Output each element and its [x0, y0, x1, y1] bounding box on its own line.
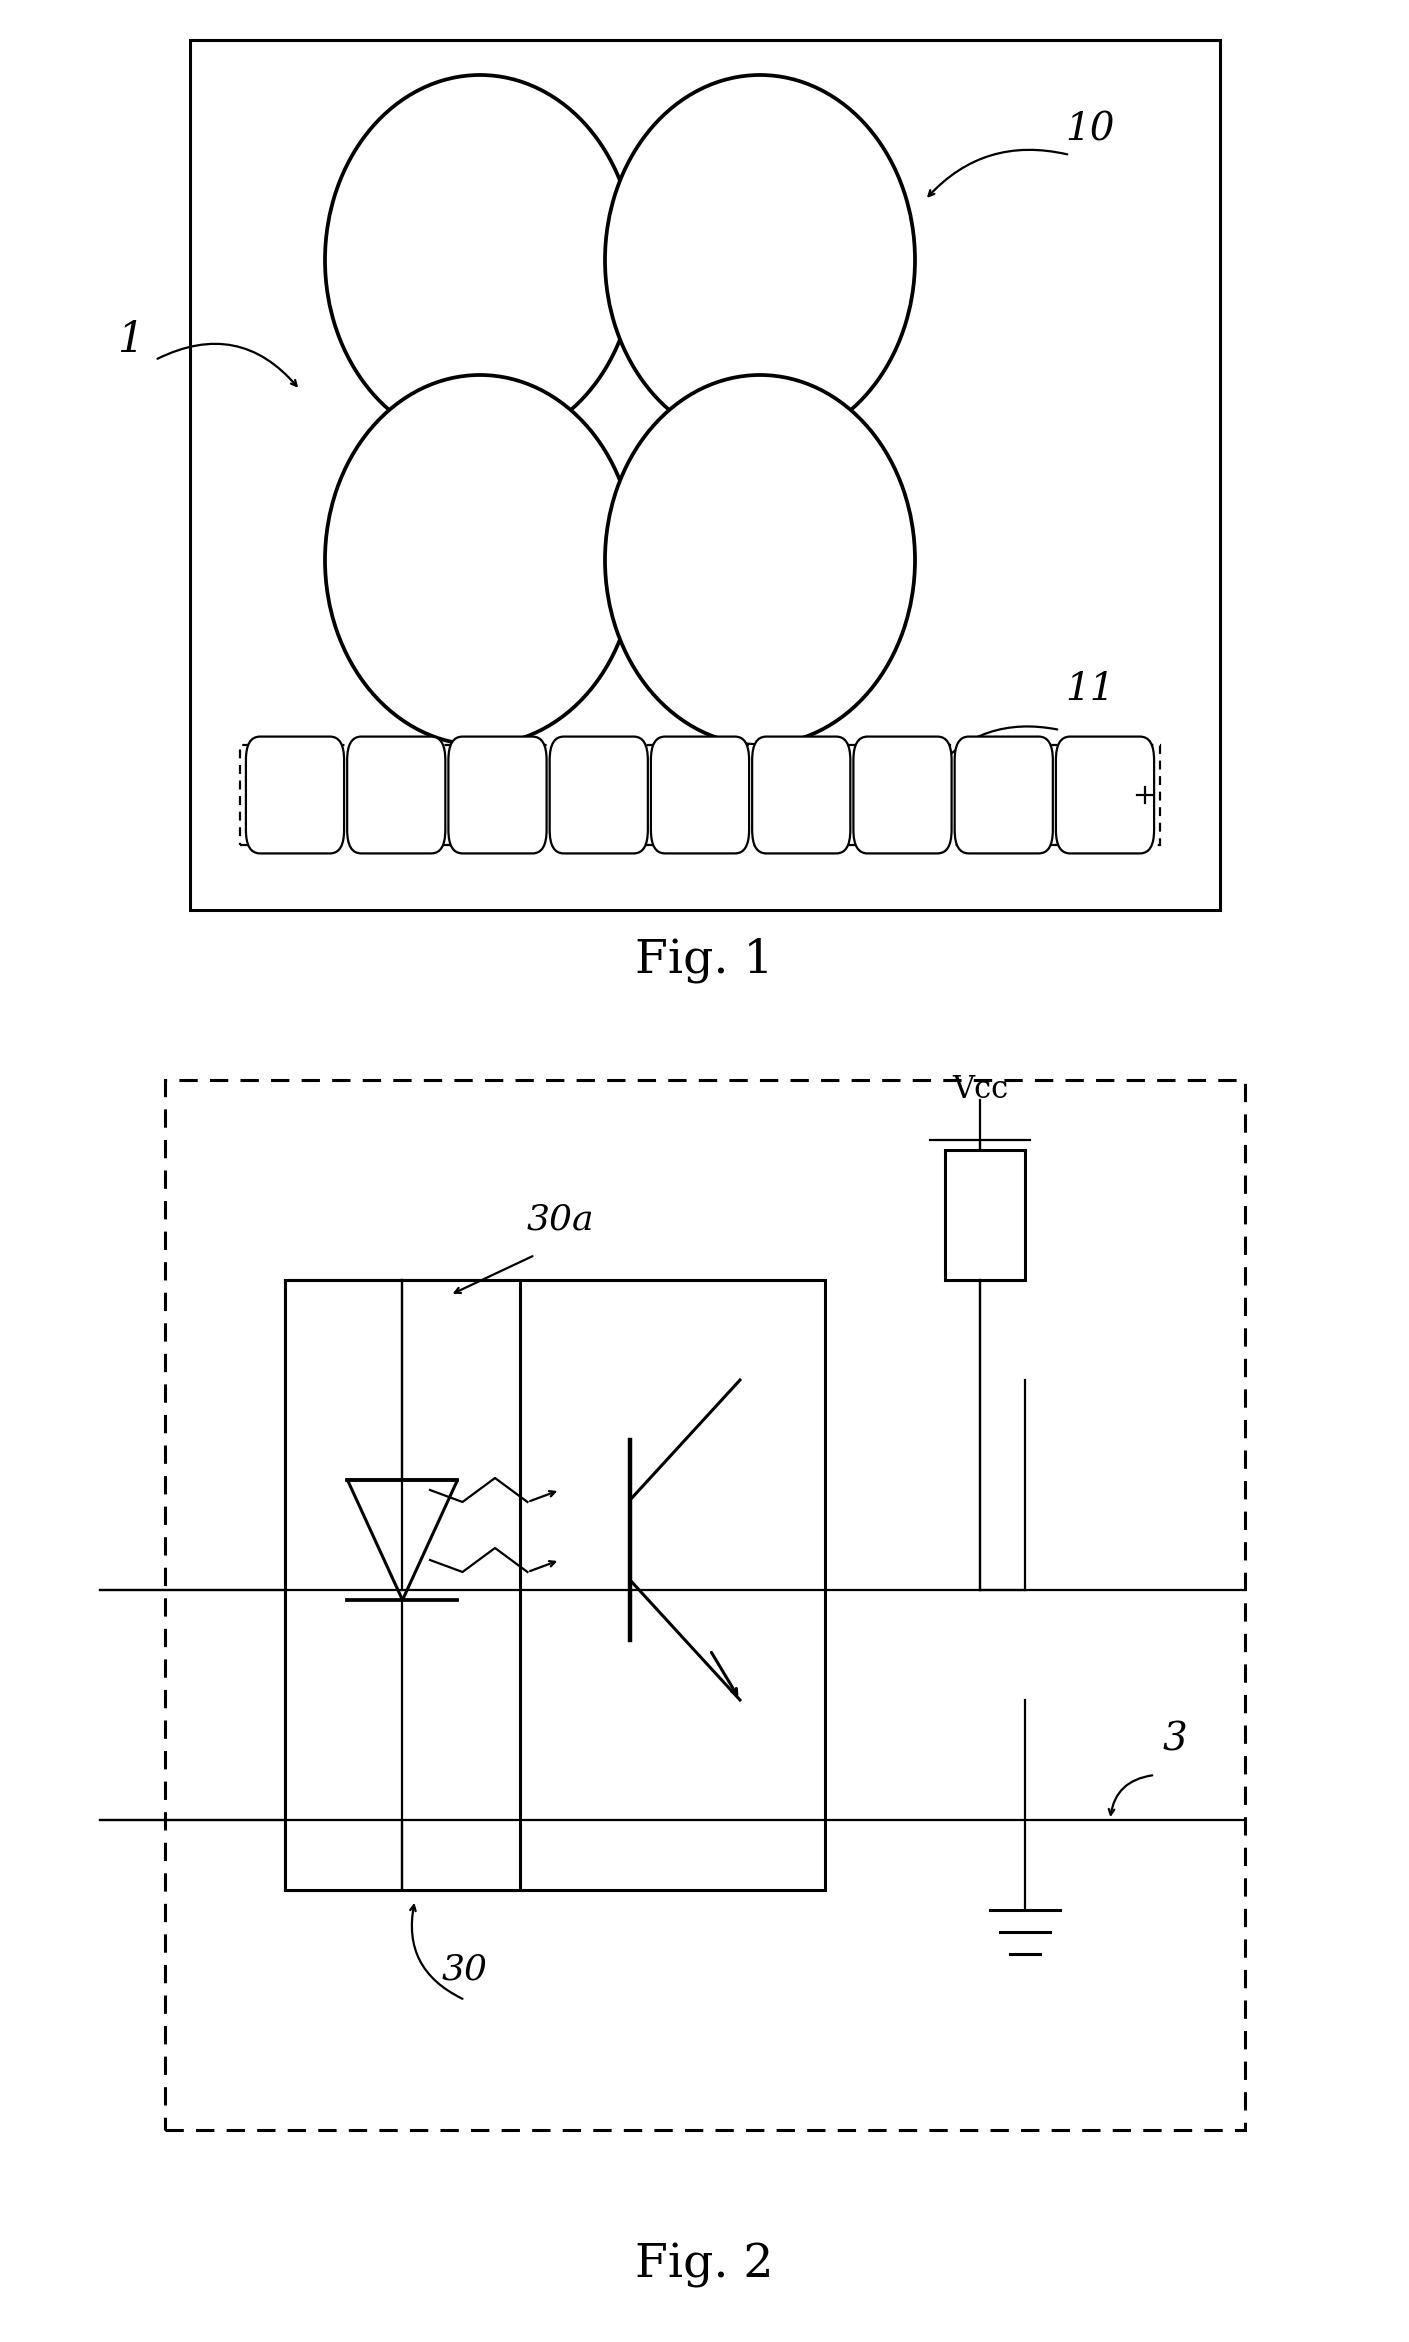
Text: 30a: 30a — [526, 1204, 593, 1237]
Ellipse shape — [325, 75, 635, 445]
FancyBboxPatch shape — [1055, 738, 1154, 852]
Text: 11: 11 — [1065, 672, 1115, 710]
FancyBboxPatch shape — [752, 738, 851, 852]
Text: Fig. 1: Fig. 1 — [634, 937, 774, 984]
Ellipse shape — [325, 375, 635, 745]
Bar — [285, 1281, 520, 1890]
Bar — [190, 40, 1220, 911]
Ellipse shape — [604, 375, 914, 745]
Text: 3: 3 — [1162, 1721, 1188, 1759]
Bar — [285, 1281, 826, 1890]
FancyBboxPatch shape — [651, 738, 750, 852]
Text: 30: 30 — [442, 1953, 488, 1986]
FancyBboxPatch shape — [955, 738, 1053, 852]
Bar — [945, 1150, 1024, 1281]
Text: Fig. 2: Fig. 2 — [634, 2241, 774, 2288]
Bar — [240, 745, 1160, 845]
Text: 1: 1 — [117, 319, 144, 361]
Text: 10: 10 — [1065, 112, 1115, 148]
FancyBboxPatch shape — [550, 738, 648, 852]
FancyBboxPatch shape — [448, 738, 547, 852]
FancyBboxPatch shape — [247, 738, 344, 852]
Text: Vcc: Vcc — [952, 1075, 1007, 1105]
Bar — [165, 1080, 1246, 2129]
Ellipse shape — [604, 75, 914, 445]
FancyBboxPatch shape — [854, 738, 951, 852]
FancyBboxPatch shape — [347, 738, 445, 852]
Polygon shape — [348, 1480, 458, 1600]
